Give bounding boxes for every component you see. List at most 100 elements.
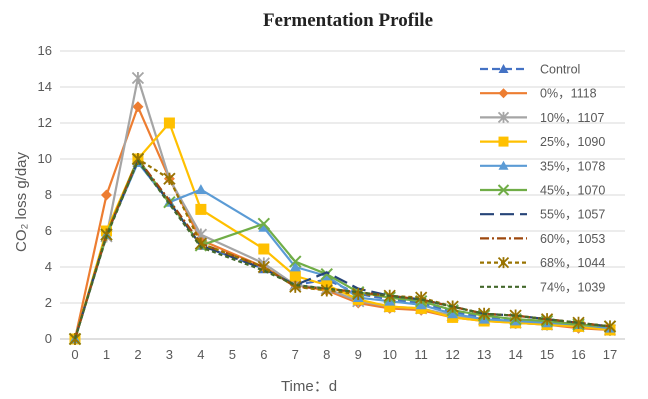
x-tick-label: 15: [540, 347, 554, 362]
x-tick-label: 6: [260, 347, 267, 362]
series-layer: [68, 71, 617, 346]
x-tick-label: 14: [508, 347, 522, 362]
legend-item: 35%，1078: [480, 159, 605, 173]
legend-item: 45%，1070: [480, 184, 605, 198]
x-axis-label: Time：d: [281, 378, 337, 395]
series-group: [68, 71, 617, 346]
data-point: [415, 299, 427, 310]
series-group: [68, 152, 617, 346]
series-line: [73, 105, 611, 340]
x-tick-label: 12: [445, 347, 459, 362]
x-tick-label: 0: [71, 347, 78, 362]
data-point: [257, 217, 271, 231]
y-tick-label: 16: [38, 43, 52, 58]
legend-label: Control: [540, 63, 580, 77]
legend-label: 45%，1070: [540, 184, 605, 198]
x-tick-label: 16: [571, 347, 585, 362]
y-axis-label: CO₂ loss g/day: [13, 151, 30, 252]
series-line: [73, 161, 611, 340]
data-point: [258, 221, 270, 232]
data-point: [498, 136, 509, 147]
legend: Control 0%，1118 10%，1107 25%，1090 35%，1078 45…: [480, 63, 605, 294]
legend-item: Control: [480, 63, 580, 77]
x-tick-label: 5: [229, 347, 236, 362]
data-point: [257, 260, 270, 274]
y-tick-label: 0: [45, 331, 52, 346]
x-tick-label: 13: [477, 347, 491, 362]
data-point: [163, 117, 175, 129]
data-point: [497, 256, 510, 269]
data-point: [320, 267, 333, 281]
data-point: [100, 189, 112, 201]
legend-item: 0%，1118: [480, 87, 597, 101]
data-point: [132, 101, 144, 113]
data-point: [131, 152, 145, 166]
data-point: [572, 316, 585, 329]
data-point: [289, 255, 302, 268]
x-tick-label: 3: [166, 347, 173, 362]
y-tick-label: 10: [38, 151, 52, 166]
data-point: [509, 309, 522, 322]
series-group: [73, 159, 611, 340]
legend-item: 10%，1107: [480, 111, 604, 125]
data-point: [258, 243, 270, 255]
x-tick-label: 4: [197, 347, 204, 362]
x-tick-label: 10: [382, 347, 396, 362]
series-line: [73, 159, 611, 340]
data-point: [352, 287, 365, 301]
legend-item: 68%，1044: [480, 256, 605, 270]
data-point: [195, 203, 207, 215]
series-group: [69, 101, 616, 345]
x-tick-label: 1: [103, 347, 110, 362]
series-group: [73, 159, 611, 340]
data-point: [289, 270, 301, 282]
legend-label: 25%，1090: [540, 135, 605, 149]
legend-label: 10%，1107: [540, 111, 604, 125]
series-group: [69, 155, 616, 344]
data-point: [498, 88, 509, 99]
data-point: [498, 160, 509, 170]
legend-item: 74%，1039: [480, 280, 605, 294]
data-point: [497, 184, 510, 196]
y-tick-label: 8: [45, 187, 52, 202]
y-tick-label: 4: [45, 259, 52, 274]
y-tick-label: 14: [38, 79, 52, 94]
y-tick-label: 6: [45, 223, 52, 238]
legend-item: 25%，1090: [480, 135, 605, 149]
legend-item: 55%，1057: [480, 208, 605, 222]
series-group: [68, 152, 617, 346]
series-line: [73, 159, 611, 340]
legend-label: 74%，1039: [540, 280, 605, 294]
legend-item: 60%，1053: [480, 232, 605, 246]
data-point: [320, 284, 333, 297]
x-tick-label: 9: [355, 347, 362, 362]
legend-label: 0%，1118: [540, 87, 597, 101]
series-line: [73, 76, 611, 340]
x-tick-label: 2: [134, 347, 141, 362]
series-line: [73, 159, 611, 340]
data-point: [195, 184, 207, 194]
legend-label: 60%，1053: [540, 232, 605, 246]
legend-label: 35%，1078: [540, 159, 605, 173]
x-tick-label: 8: [323, 347, 330, 362]
data-point: [289, 261, 301, 272]
gridlines: [60, 50, 625, 304]
y-tick-label: 2: [45, 295, 52, 310]
legend-label: 55%，1057: [540, 208, 605, 222]
data-point: [163, 172, 176, 185]
x-tick-label: 17: [603, 347, 617, 362]
data-point: [131, 71, 145, 85]
x-tick-label: 11: [414, 347, 428, 362]
data-point: [498, 64, 509, 73]
x-tick-label: 7: [292, 347, 299, 362]
y-tick-label: 12: [38, 115, 52, 130]
data-point: [384, 301, 396, 313]
series-group: [69, 157, 616, 344]
legend-label: 68%，1044: [540, 256, 605, 270]
data-point: [497, 111, 510, 124]
chart-title: Fermentation Profile: [263, 10, 433, 31]
y-axis-ticks: 0 2 4 6 8 10 12 14 16: [38, 43, 52, 346]
data-point: [447, 308, 459, 319]
x-axis-ticks: 0 1 2 3 4 5 6 7 8 9 10 11 12 13 14 15 16 17: [71, 347, 617, 362]
